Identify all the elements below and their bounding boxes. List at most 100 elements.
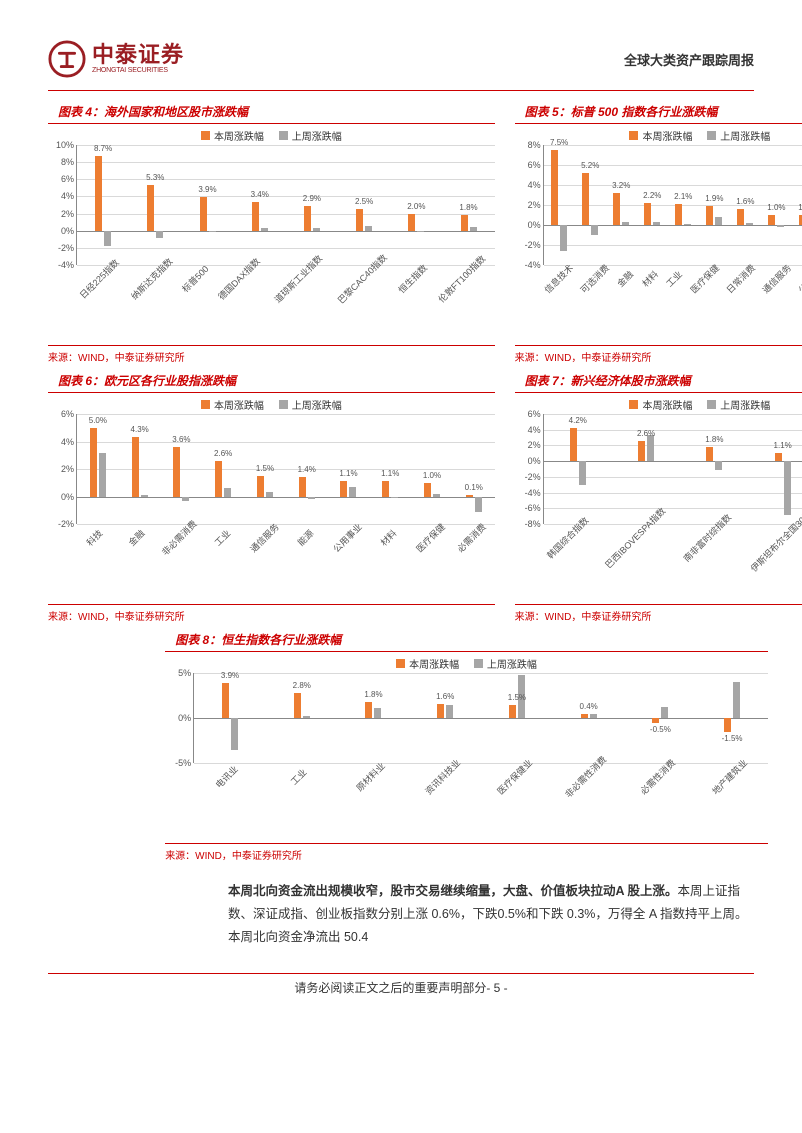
- bar-value-label: 2.0%: [407, 202, 425, 211]
- footer-text: 请务必阅读正文之后的重要声明部分: [294, 981, 486, 995]
- bar-value-label: 1.1%: [381, 469, 399, 478]
- bar-last-week: [733, 682, 740, 718]
- bar-value-label: -1.5%: [722, 734, 743, 743]
- bar-last-week: [661, 707, 668, 718]
- body-paragraph: 本周北向资金流出规模收窄，股市交易继续缩量，大盘、价值板块拉动A 股上涨。本周上…: [48, 880, 754, 949]
- bar-last-week: [470, 227, 477, 230]
- bar-last-week: [560, 225, 567, 251]
- bar-last-week: [261, 228, 268, 231]
- bar-group: 1.5%: [481, 673, 553, 763]
- bar-value-label: 2.6%: [214, 449, 232, 458]
- bar-last-week: [231, 718, 238, 750]
- bar-this-week: [304, 206, 311, 231]
- bar-last-week: [313, 228, 320, 231]
- bar-group: 2.6%: [612, 414, 680, 524]
- bar-group: 3.2%: [606, 145, 637, 265]
- logo-text-cn: 中泰证券: [92, 43, 184, 67]
- bar-value-label: 3.4%: [251, 190, 269, 199]
- footer-rule: [48, 973, 754, 974]
- bar-group: 3.6%: [161, 414, 203, 524]
- bar-this-week: [570, 428, 577, 461]
- bar-group: 3.9%: [194, 673, 266, 763]
- bar-this-week: [382, 481, 389, 496]
- bar-this-week: [356, 209, 363, 230]
- bar-this-week: [466, 495, 473, 496]
- bar-group: 8.7%: [77, 145, 129, 265]
- bar-last-week: [715, 461, 722, 470]
- bar-this-week: [582, 173, 589, 225]
- bar-this-week: [775, 453, 782, 462]
- bar-this-week: [424, 483, 431, 497]
- bar-value-label: 1.0%: [423, 471, 441, 480]
- bar-value-label: 1.8%: [459, 203, 477, 212]
- bar-this-week: [340, 481, 347, 496]
- chart-source: 来源：WIND，中泰证券研究所: [48, 345, 495, 364]
- bar-last-week: [475, 497, 482, 512]
- bar-this-week: [90, 428, 97, 497]
- bar-value-label: 1.9%: [705, 194, 723, 203]
- body-bold: 本周北向资金流出规模收窄，股市交易继续缩量，大盘、价值板块拉动A 股上涨。: [228, 884, 678, 898]
- bar-last-week: [104, 231, 111, 246]
- chart-4-panel: 图表 4：海外国家和地区股市涨跌幅 本周涨跌幅 上周涨跌幅 -4%-2%0%2%…: [48, 103, 495, 364]
- bar-last-week: [591, 225, 598, 235]
- bar-last-week: [784, 461, 791, 514]
- bar-group: 5.0%: [77, 414, 119, 524]
- bar-value-label: 3.9%: [198, 185, 216, 194]
- bar-last-week: [715, 217, 722, 225]
- bar-last-week: [308, 497, 315, 500]
- bar-this-week: [509, 705, 516, 719]
- bar-this-week: [638, 441, 645, 461]
- bar-this-week: [95, 156, 102, 231]
- chart-source: 来源：WIND，中泰证券研究所: [515, 345, 802, 364]
- bar-this-week: [408, 214, 415, 231]
- bar-this-week: [652, 718, 659, 723]
- bar-last-week: [266, 492, 273, 496]
- page-number: - 5 -: [486, 981, 507, 995]
- bar-value-label: 7.5%: [550, 138, 568, 147]
- bar-last-week: [224, 488, 231, 496]
- bar-this-week: [724, 718, 731, 732]
- logo-icon: [48, 40, 86, 78]
- chart-6-panel: 图表 6：欧元区各行业股指涨跌幅 本周涨跌幅 上周涨跌幅 -2%0%2%4%6%…: [48, 372, 495, 623]
- bar-group: 1.1%: [369, 414, 411, 524]
- bar-group: 1.8%: [442, 145, 494, 265]
- bar-value-label: 4.2%: [569, 416, 587, 425]
- bar-this-week: [252, 202, 259, 231]
- chart-title: 图表 6：欧元区各行业股指涨跌幅: [48, 372, 495, 393]
- page-footer: 请务必阅读正文之后的重要声明部分- 5 -: [48, 973, 754, 996]
- bar-group: 1.8%: [338, 673, 410, 763]
- chart-legend: 本周涨跌幅 上周涨跌幅: [48, 397, 495, 412]
- chart-title: 图表 5：标普 500 指数各行业涨跌幅: [515, 103, 802, 124]
- chart-legend: 本周涨跌幅 上周涨跌幅: [48, 128, 495, 143]
- bar-last-week: [433, 494, 440, 497]
- bar-last-week: [446, 705, 453, 719]
- chart-8-panel: 图表 8：恒生指数各行业涨跌幅 本周涨跌幅 上周涨跌幅 -5%0%5% 3.9%…: [165, 631, 768, 862]
- bar-value-label: 5.2%: [581, 161, 599, 170]
- bar-last-week: [374, 708, 381, 718]
- bar-value-label: 1.1%: [774, 441, 792, 450]
- legend-last-week: 上周涨跌幅: [279, 128, 342, 143]
- bar-group: 2.2%: [637, 145, 668, 265]
- bar-value-label: 2.1%: [674, 192, 692, 201]
- legend-this-week: 本周涨跌幅: [201, 397, 264, 412]
- bar-this-week: [581, 714, 588, 718]
- bar-this-week: [257, 476, 264, 497]
- chart-legend: 本周涨跌幅 上周涨跌幅: [165, 656, 768, 671]
- bar-group: 3.4%: [234, 145, 286, 265]
- bar-group: 2.1%: [668, 145, 699, 265]
- legend-last-week: 上周涨跌幅: [474, 656, 537, 671]
- bar-last-week: [141, 495, 148, 496]
- bar-group: 1.6%: [409, 673, 481, 763]
- bar-group: 2.0%: [390, 145, 442, 265]
- chart-source: 来源：WIND，中泰证券研究所: [165, 843, 768, 862]
- bar-group: 4.2%: [544, 414, 612, 524]
- bar-value-label: 3.6%: [172, 435, 190, 444]
- bar-group: 0.1%: [453, 414, 495, 524]
- bar-value-label: 1.1%: [339, 469, 357, 478]
- chart-area: -4%-2%0%2%4%6%8% 7.5% 5.2% 3.2% 2.2% 2.1…: [515, 145, 802, 307]
- bar-this-week: [222, 683, 229, 718]
- bar-group: 4.3%: [119, 414, 161, 524]
- bar-value-label: 1.6%: [436, 692, 454, 701]
- bar-value-label: 1.5%: [256, 464, 274, 473]
- legend-this-week: 本周涨跌幅: [201, 128, 264, 143]
